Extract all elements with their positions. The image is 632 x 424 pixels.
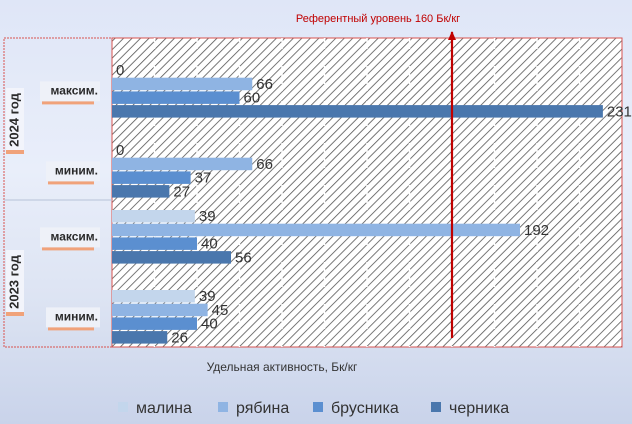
bar-брусника <box>112 91 240 104</box>
bar-брусника <box>112 317 197 330</box>
category-label-underline <box>48 327 94 331</box>
data-label: 40 <box>201 316 218 333</box>
data-label: 45 <box>212 302 229 319</box>
category-label-bg <box>40 81 100 102</box>
category-label: максим. <box>50 230 98 244</box>
group-label: 2023 год <box>6 254 21 309</box>
data-label: 39 <box>199 288 216 305</box>
data-label: 39 <box>199 208 216 225</box>
bar-черника <box>112 185 170 198</box>
bar-рябина <box>112 157 253 171</box>
data-label: 40 <box>201 236 218 253</box>
bar-черника <box>112 251 231 264</box>
data-label: 231 <box>607 103 632 120</box>
category-label-bg <box>46 161 100 182</box>
data-label: 27 <box>173 183 190 200</box>
bar-брусника <box>112 237 197 250</box>
group-label: 2024 год <box>6 92 21 147</box>
year-label-underline <box>6 312 24 316</box>
category-label: максим. <box>50 84 98 98</box>
legend-item: брусника <box>331 400 399 417</box>
bar-черника <box>112 331 168 344</box>
data-label: 0 <box>116 62 124 79</box>
category-label: миним. <box>55 164 98 178</box>
legend-item: малина <box>136 400 192 417</box>
bar-малина <box>112 290 195 303</box>
legend-item: рябина <box>236 400 289 417</box>
data-label: 192 <box>524 222 549 239</box>
reference-label: Референтный уровень 160 Бк/кг <box>296 13 460 25</box>
legend-swatch <box>118 402 128 412</box>
data-label: 56 <box>235 249 252 266</box>
bar-брусника <box>112 171 191 184</box>
data-label: 37 <box>195 170 212 187</box>
data-label: 60 <box>244 90 261 107</box>
bar-рябина <box>112 303 208 317</box>
year-label-bg <box>6 250 24 314</box>
legend-swatch <box>218 402 228 412</box>
reference-arrow <box>448 31 456 40</box>
category-label-bg <box>40 227 100 248</box>
bar-рябина <box>112 77 253 91</box>
category-label-underline <box>48 181 94 185</box>
category-label-bg <box>46 307 100 328</box>
bar-малина <box>112 210 195 223</box>
x-axis-title: Удельная активность, Бк/кг <box>207 360 358 374</box>
bar-рябина <box>112 223 520 237</box>
bar-черника <box>112 105 603 118</box>
legend-item: черника <box>449 400 509 417</box>
data-label: 66 <box>256 156 273 173</box>
data-label: 0 <box>116 142 124 159</box>
category-label: миним. <box>55 310 98 324</box>
year-label-bg <box>6 88 24 152</box>
category-label-underline <box>42 247 94 251</box>
legend-swatch <box>313 402 323 412</box>
category-label-underline <box>42 101 94 105</box>
data-label: 26 <box>171 329 188 346</box>
year-label-underline <box>6 150 24 154</box>
legend-swatch <box>431 402 441 412</box>
data-label: 66 <box>256 76 273 93</box>
